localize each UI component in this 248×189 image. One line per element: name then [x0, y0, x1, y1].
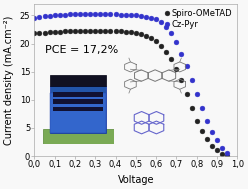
Spiro-OMeTAD [165, 51, 168, 53]
Spiro-OMeTAD [38, 32, 41, 34]
Cz-Pyr [33, 17, 36, 19]
Spiro-OMeTAD [84, 29, 87, 32]
Cz-Pyr [200, 107, 203, 109]
Cz-Pyr [150, 17, 153, 19]
Cz-Pyr [89, 13, 92, 15]
Cz-Pyr [109, 13, 112, 15]
Spiro-OMeTAD [160, 45, 163, 47]
Spiro-OMeTAD [195, 120, 198, 122]
Spiro-OMeTAD [220, 153, 223, 155]
Cz-Pyr [210, 131, 213, 134]
Spiro-OMeTAD [190, 107, 193, 109]
Spiro-OMeTAD [170, 58, 173, 60]
Spiro-OMeTAD [200, 130, 203, 132]
Cz-Pyr [160, 21, 163, 23]
Text: PCE = 17,2%: PCE = 17,2% [45, 45, 118, 55]
Cz-Pyr [79, 13, 82, 15]
Spiro-OMeTAD [99, 29, 102, 32]
Cz-Pyr [134, 14, 137, 17]
Spiro-OMeTAD [94, 29, 97, 32]
Cz-Pyr [84, 13, 87, 15]
Spiro-OMeTAD [104, 29, 107, 32]
Cz-Pyr [129, 14, 132, 16]
Spiro-OMeTAD [73, 30, 76, 32]
Cz-Pyr [170, 32, 173, 35]
Cz-Pyr [180, 53, 183, 55]
Spiro-OMeTAD [226, 154, 229, 157]
Y-axis label: Current density (mA.cm⁻²): Current density (mA.cm⁻²) [4, 15, 14, 145]
Line: Spiro-OMeTAD: Spiro-OMeTAD [32, 28, 230, 158]
Cz-Pyr [175, 41, 178, 44]
Cz-Pyr [155, 18, 158, 20]
Cz-Pyr [58, 14, 61, 16]
Legend: Spiro-OMeTAD, Cz-Pyr: Spiro-OMeTAD, Cz-Pyr [164, 8, 233, 30]
Cz-Pyr [145, 15, 148, 18]
Spiro-OMeTAD [63, 30, 66, 33]
Cz-Pyr [185, 65, 188, 67]
Cz-Pyr [226, 152, 229, 154]
Cz-Pyr [63, 13, 66, 16]
Spiro-OMeTAD [109, 29, 112, 32]
Spiro-OMeTAD [114, 30, 117, 32]
Cz-Pyr [38, 16, 41, 18]
Cz-Pyr [195, 93, 198, 95]
Spiro-OMeTAD [210, 145, 213, 147]
Spiro-OMeTAD [205, 138, 208, 140]
Cz-Pyr [104, 13, 107, 15]
Spiro-OMeTAD [180, 79, 183, 81]
Cz-Pyr [220, 146, 223, 149]
Cz-Pyr [43, 15, 46, 17]
Spiro-OMeTAD [119, 30, 122, 32]
Spiro-OMeTAD [129, 31, 132, 33]
X-axis label: Voltage: Voltage [118, 175, 154, 185]
Spiro-OMeTAD [43, 32, 46, 34]
Cz-Pyr [124, 14, 127, 16]
Spiro-OMeTAD [53, 31, 56, 33]
Spiro-OMeTAD [216, 149, 218, 152]
Cz-Pyr [114, 13, 117, 15]
Spiro-OMeTAD [48, 31, 51, 33]
Spiro-OMeTAD [185, 93, 188, 95]
Cz-Pyr [48, 15, 51, 17]
Spiro-OMeTAD [89, 29, 92, 32]
Cz-Pyr [205, 120, 208, 122]
Cz-Pyr [68, 13, 71, 15]
Spiro-OMeTAD [139, 33, 142, 35]
Cz-Pyr [99, 13, 102, 15]
Cz-Pyr [94, 13, 97, 15]
Spiro-OMeTAD [33, 32, 36, 35]
Spiro-OMeTAD [150, 37, 153, 39]
Line: Cz-Pyr: Cz-Pyr [32, 12, 230, 156]
Spiro-OMeTAD [175, 68, 178, 70]
Cz-Pyr [190, 79, 193, 81]
Cz-Pyr [165, 26, 168, 28]
Cz-Pyr [139, 15, 142, 17]
Spiro-OMeTAD [124, 31, 127, 33]
Cz-Pyr [216, 139, 218, 142]
Cz-Pyr [53, 14, 56, 16]
Spiro-OMeTAD [155, 40, 158, 43]
Spiro-OMeTAD [58, 31, 61, 33]
Spiro-OMeTAD [79, 29, 82, 32]
Cz-Pyr [119, 13, 122, 16]
Spiro-OMeTAD [145, 35, 148, 37]
Spiro-OMeTAD [134, 32, 137, 34]
Spiro-OMeTAD [68, 30, 71, 32]
Cz-Pyr [73, 13, 76, 15]
